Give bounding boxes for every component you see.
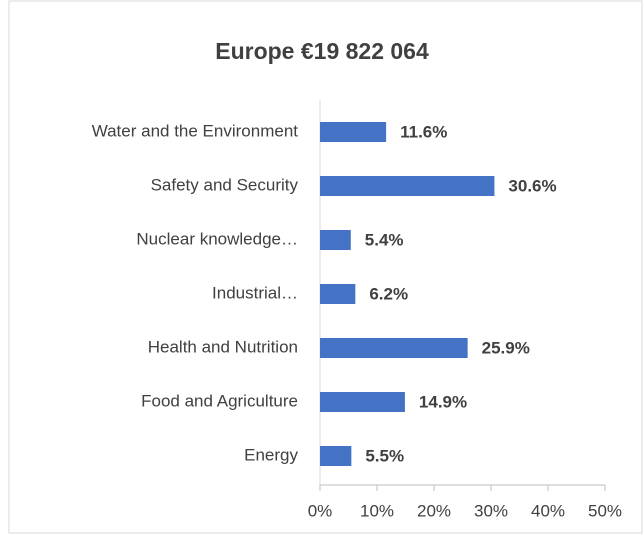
value-label: 30.6% bbox=[508, 176, 556, 195]
x-tick-label: 30% bbox=[474, 501, 508, 520]
y-tick-label: Food and Agriculture bbox=[141, 391, 298, 410]
y-tick-label: Water and the Environment bbox=[92, 121, 299, 140]
y-tick-label: Energy bbox=[244, 445, 298, 464]
value-label: 5.4% bbox=[365, 230, 404, 249]
bar bbox=[320, 338, 468, 358]
y-tick-label: Industrial… bbox=[212, 283, 298, 302]
value-label: 5.5% bbox=[365, 446, 404, 465]
value-label: 11.6% bbox=[400, 122, 447, 141]
bar bbox=[320, 122, 387, 142]
chart-title: Europe €19 822 064 bbox=[215, 38, 429, 64]
bar bbox=[320, 392, 405, 412]
bar bbox=[320, 230, 351, 250]
bar bbox=[320, 446, 352, 466]
x-tick-label: 50% bbox=[588, 501, 622, 520]
y-tick-label: Health and Nutrition bbox=[148, 337, 298, 356]
bar bbox=[320, 176, 495, 196]
chart-border bbox=[8, 0, 643, 534]
value-label: 6.2% bbox=[369, 284, 408, 303]
x-tick-label: 0% bbox=[308, 501, 333, 520]
x-tick-label: 40% bbox=[531, 501, 565, 520]
value-label: 25.9% bbox=[482, 338, 530, 357]
bar bbox=[320, 284, 356, 304]
y-tick-label: Safety and Security bbox=[151, 175, 299, 194]
x-tick-label: 10% bbox=[360, 501, 394, 520]
x-tick-label: 20% bbox=[417, 501, 451, 520]
value-label: 14.9% bbox=[419, 392, 467, 411]
y-tick-label: Nuclear knowledge… bbox=[136, 229, 298, 248]
